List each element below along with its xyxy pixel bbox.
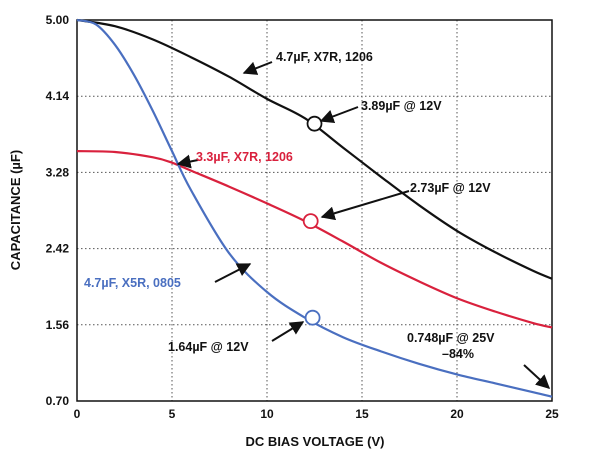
highlight-marker-1	[302, 213, 319, 230]
axis-ticks: 0 5 10 15 20 25 0.70 1.56 2.42 3.28 4.14 5.00	[46, 13, 559, 421]
y-tick-label-3.28: 3.28	[46, 165, 70, 179]
y-tick-label-4.14: 4.14	[46, 89, 70, 103]
label-black-series: 4.7µF, X7R, 1206	[276, 50, 373, 64]
y-tick-label-5.00: 5.00	[46, 13, 70, 27]
arrow-black-point	[319, 106, 359, 124]
highlight-markers	[302, 115, 323, 326]
plot-frame	[76, 19, 553, 402]
highlight-marker-2	[304, 309, 321, 326]
y-tick-label-2.42: 2.42	[46, 242, 70, 256]
label-red-point: 2.73µF @ 12V	[410, 181, 491, 195]
label-black-point: 3.89µF @ 12V	[361, 99, 442, 113]
x-tick-label-25: 25	[545, 407, 559, 421]
label-blue-point: 1.64µF @ 12V	[168, 340, 249, 354]
arrow-red-label	[176, 154, 199, 169]
label-end-point-value: 0.748µF @ 25V	[407, 331, 495, 345]
x-tick-label-20: 20	[450, 407, 464, 421]
x-tick-label-0: 0	[74, 407, 81, 421]
y-axis-title: CAPACITANCE (µF)	[8, 150, 23, 270]
series-line-2	[76, 18, 553, 398]
arrow-red-point	[320, 190, 410, 221]
label-end-point-percent: –84%	[442, 347, 474, 361]
x-tick-label-10: 10	[260, 407, 274, 421]
label-blue-series: 4.7µF, X5R, 0805	[84, 276, 181, 290]
x-axis-title: DC BIAS VOLTAGE (V)	[246, 434, 385, 449]
y-tick-label-1.56: 1.56	[46, 318, 70, 332]
annotation-arrows	[176, 61, 551, 389]
arrow-black-label	[242, 61, 273, 75]
series-line-0	[76, 18, 553, 280]
x-tick-label-15: 15	[355, 407, 369, 421]
series-line-1	[76, 150, 553, 329]
arrow-end-point	[523, 364, 551, 389]
x-tick-label-5: 5	[169, 407, 176, 421]
arrow-blue-label	[214, 263, 252, 283]
arrow-blue-point	[271, 321, 305, 342]
label-red-series: 3.3µF, X7R, 1206	[196, 150, 293, 164]
highlight-marker-0	[306, 115, 323, 132]
y-tick-label-0.70: 0.70	[46, 394, 70, 408]
